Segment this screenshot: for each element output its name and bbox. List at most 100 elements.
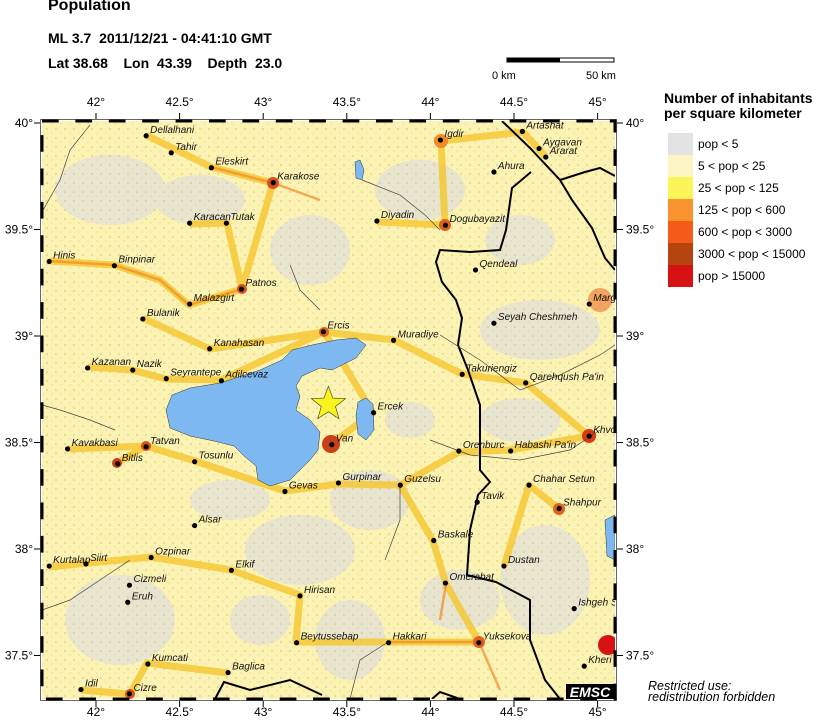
city-dot-icon	[111, 263, 117, 269]
city-dot-icon	[442, 580, 449, 586]
city-karakose: Karakose	[270, 172, 320, 186]
legend-swatch	[668, 133, 693, 155]
city-label: Marg	[593, 293, 616, 304]
city-dot-icon	[223, 220, 230, 226]
city-bulanik: Bulanik	[140, 308, 181, 322]
lon-tick-label: 44°	[421, 95, 439, 109]
lat-tick-label: 37.5°	[5, 649, 33, 663]
city-dot-icon	[218, 378, 224, 384]
lon-tick-label: 43.5°	[333, 95, 361, 109]
city-kheri: Kheri	[581, 655, 612, 669]
city-dot-icon	[130, 367, 136, 373]
city-diyadin: Diyadin	[374, 210, 415, 224]
city-label: Patnos	[245, 278, 276, 289]
city-label: Tavik	[481, 491, 505, 502]
city-hirisan: Hirisan	[297, 585, 336, 599]
city-label: Kavakbasi	[72, 438, 119, 449]
city-tutak: Tutak	[223, 212, 256, 226]
city-dot-icon	[472, 267, 479, 273]
lat-tick-label: 39.5°	[5, 223, 33, 237]
city-label: Cizre	[133, 683, 157, 694]
lon-tick-label: 45°	[589, 705, 607, 719]
city-label: Habashi Pa'in	[515, 440, 577, 451]
city-kavakbasi: Kavakbasi	[64, 438, 119, 452]
city-dot-icon	[374, 218, 380, 224]
scale-start-label: 0 km	[492, 70, 516, 82]
city-igdir: Igdir	[437, 129, 465, 143]
city-dot-icon	[78, 686, 84, 693]
city-beytussebap: Beytussebap	[294, 632, 359, 646]
city-ahura: Ahura	[491, 161, 525, 175]
city-dot-icon	[64, 446, 71, 452]
city-dot-icon	[208, 165, 214, 171]
city-shahpur: Shahpur	[556, 498, 602, 512]
legend-swatch	[668, 177, 693, 199]
city-label: Shahpur	[563, 498, 601, 509]
lon-tick-label: 43.5°	[333, 705, 361, 719]
lon-tick-label: 44.5°	[500, 95, 528, 109]
city-label: Orenburc	[463, 440, 505, 451]
city-seyrantepe: Seyrantepe	[163, 368, 222, 382]
legend-item: pop > 15000	[668, 265, 805, 287]
city-ercis: Ercis	[320, 321, 350, 335]
city-dot-icon	[126, 691, 133, 697]
city-dot-icon	[143, 444, 149, 450]
city-eleskirt: Eleskirt	[208, 157, 249, 171]
city-kazanan: Kazanan	[85, 357, 132, 371]
city-dot-icon	[431, 537, 437, 544]
legend-title-line2: per square kilometer	[664, 105, 802, 121]
lon-tick-label: 42°	[87, 95, 105, 109]
city-patnos: Patnos	[238, 278, 277, 292]
city-kumcati: Kumcati	[145, 653, 189, 667]
city-dot-icon	[187, 301, 193, 307]
city-dot-icon	[335, 480, 342, 486]
population-legend: pop < 5 5 < pop < 25 25 < pop < 125 125 < p…	[668, 133, 805, 287]
city-dot-icon	[140, 316, 146, 322]
city-karacan: Karacan	[187, 212, 231, 226]
city-label: Chahar Setun	[533, 474, 595, 485]
city-dot-icon	[556, 505, 562, 512]
city-dot-icon	[386, 640, 392, 646]
city-label: Ozpinar	[155, 547, 191, 558]
city-label: Seyah Cheshmeh	[498, 312, 578, 323]
legend-swatch	[668, 199, 693, 221]
legend-swatch	[668, 265, 693, 287]
city-dot-icon	[474, 499, 480, 505]
city-qendeal: Qendeal	[472, 259, 518, 273]
usage-notice: Restricted use: redistribution forbidden	[648, 680, 775, 704]
city-dot-icon	[294, 640, 300, 646]
legend-item: 5 < pop < 25	[668, 155, 805, 177]
city-bitlis: Bitlis	[115, 453, 143, 467]
city-label: Beytussebap	[301, 632, 359, 643]
city-khvo: Khvo	[586, 425, 615, 439]
city-dot-icon	[586, 433, 592, 439]
city-elkif: Elkif	[228, 559, 256, 573]
city-dot-icon	[228, 567, 235, 573]
city-dot-icon	[46, 258, 52, 265]
city-ercek: Ercek	[370, 402, 404, 416]
city-siirt: Siirt	[83, 553, 108, 567]
city-dot-icon	[586, 301, 592, 307]
city-idil: Idil	[78, 679, 99, 693]
scale-end-label: 50 km	[586, 70, 616, 82]
city-label: Ercis	[327, 321, 349, 332]
epicenter-star-icon[interactable]	[310, 385, 347, 420]
legend-item: 3000 < pop < 15000	[668, 243, 805, 265]
city-dot-icon	[519, 128, 525, 135]
city-takuriengiz: Takuriengiz	[459, 363, 517, 377]
city-dot-icon	[456, 448, 462, 454]
city-adilcevaz: Adilcevaz	[218, 370, 268, 384]
lake-van	[165, 337, 367, 487]
city-orenburc: Orenburc	[456, 440, 505, 454]
lat-tick-label: 40°	[15, 116, 33, 130]
lat-tick-label: 38.5°	[5, 436, 33, 450]
emsc-logo-text: EMSC	[570, 684, 611, 700]
city-dot-icon	[270, 180, 276, 186]
emsc-logo	[566, 684, 615, 699]
city-tosunlu: Tosunlu	[192, 451, 234, 465]
city-dot-icon	[370, 410, 377, 416]
city-dot-icon	[126, 582, 133, 588]
city-dot-icon	[571, 606, 577, 612]
legend-item: pop < 5	[668, 133, 805, 155]
